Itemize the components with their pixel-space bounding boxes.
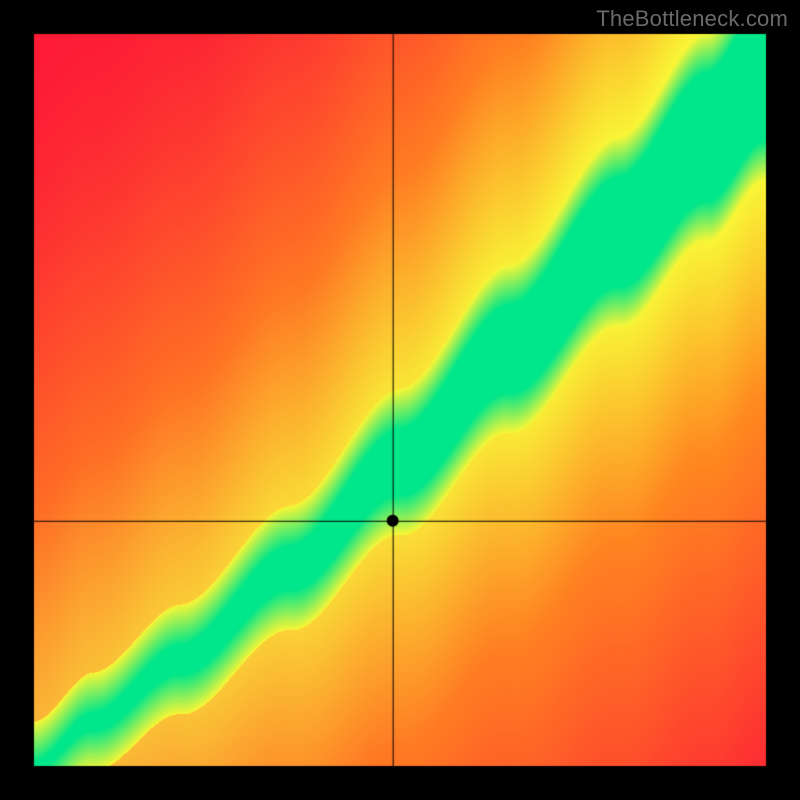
bottleneck-heatmap: [0, 0, 800, 800]
attribution-label: TheBottleneck.com: [596, 6, 788, 32]
chart-container: TheBottleneck.com: [0, 0, 800, 800]
